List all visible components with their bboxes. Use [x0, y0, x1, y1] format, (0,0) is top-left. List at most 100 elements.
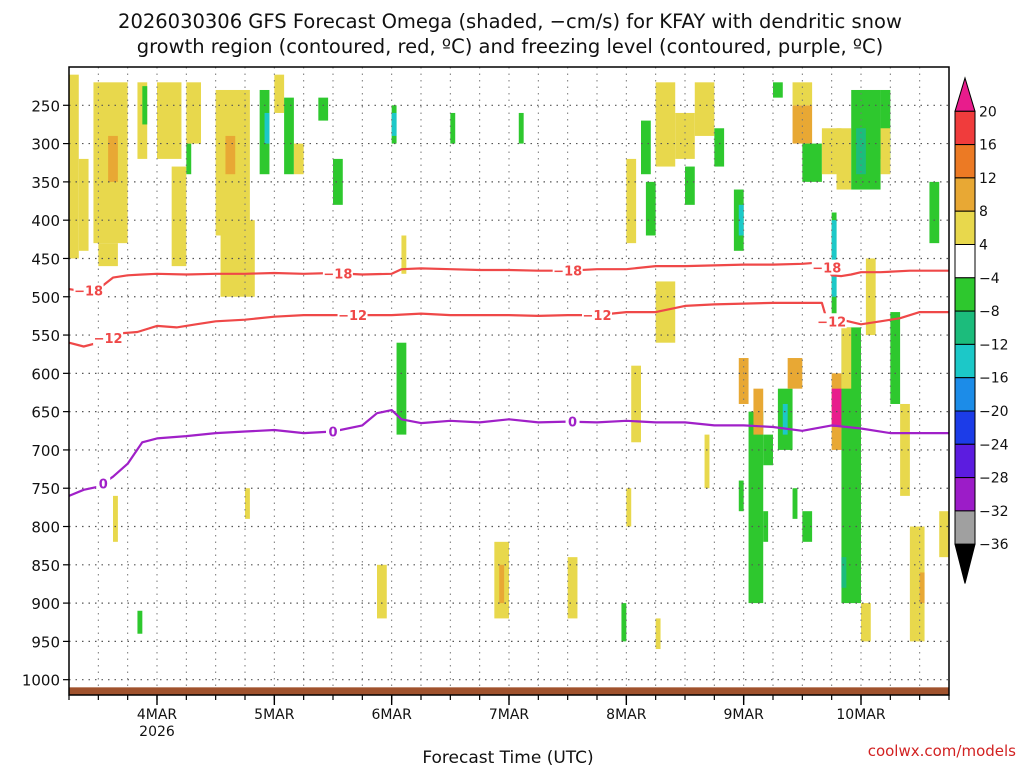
colorbar-segment: [954, 244, 976, 279]
ground-surface: [69, 687, 949, 695]
omega-cell: [108, 135, 118, 182]
contour-line: [68, 409, 949, 497]
omega-cell: [685, 166, 695, 205]
colorbar-label: −12: [979, 337, 1009, 353]
omega-cell: [831, 220, 837, 297]
omega-cell: [518, 112, 524, 144]
colorbar-segment: [954, 443, 976, 479]
omega-cell: [704, 434, 710, 489]
colorbar-segment: [954, 477, 976, 512]
y-tick-label: 1000: [22, 672, 60, 690]
omega-cell: [861, 603, 871, 642]
colorbar-segment: [954, 410, 976, 445]
omega-cell: [890, 312, 901, 404]
y-tick-label: 850: [31, 557, 60, 575]
omega-cell: [880, 128, 891, 175]
colorbar-label: −16: [979, 371, 1009, 387]
omega-cell: [621, 603, 627, 642]
colorbar-segment: [954, 310, 976, 345]
omega-cell: [929, 181, 940, 244]
omega-cell: [831, 388, 842, 427]
contour-label-bg: [816, 313, 847, 329]
omega-cell: [919, 572, 925, 604]
omega-cell: [714, 128, 725, 167]
x-tick-label: 7MAR: [489, 707, 530, 723]
x-tick-label: 8MAR: [606, 707, 647, 723]
contour-label-bg: [582, 307, 612, 323]
colorbar-segment: [954, 277, 976, 312]
omega-cell: [900, 403, 910, 496]
y-tick-label: 600: [31, 365, 60, 383]
omega-cell: [186, 82, 201, 144]
omega-cell: [773, 82, 783, 98]
x-tick-label: 9MAR: [724, 707, 765, 723]
omega-cell: [284, 97, 294, 175]
omega-cell: [245, 488, 250, 519]
omega-cell: [450, 112, 456, 144]
contour-label: −18: [74, 285, 103, 300]
y-axis: 250 300 350 400 450 500 550 600 650 700 750 800 850 9…: [22, 97, 69, 690]
omega-cell: [391, 112, 397, 136]
omega-cell: [909, 526, 925, 642]
omega-cell: [836, 128, 852, 190]
contour-label-bg: [322, 265, 353, 281]
contour-label: −18: [553, 265, 582, 280]
omega-cell: [792, 488, 798, 519]
omega-cell: [641, 120, 651, 175]
colorbar-label: 12: [979, 171, 997, 187]
x-tick-label: 5MAR: [254, 707, 295, 723]
y-tick-label: 350: [31, 174, 60, 192]
omega-cell: [142, 86, 148, 125]
omega-cell: [865, 258, 876, 336]
colorbar-segment: [954, 377, 976, 412]
plot-area: −18 −18 −18 −18 −12 −12 −12 −12 0 0 0 250 300 350 400 4…: [22, 66, 950, 740]
omega-cell: [567, 557, 578, 619]
omega-cell: [401, 235, 407, 274]
colorbar-segment: [954, 177, 976, 212]
omega-cell: [98, 243, 118, 267]
contour-label-bg: [326, 423, 340, 439]
contour-dgz-minus12: −12 −12 −12 −12: [68, 301, 949, 348]
y-tick-label: 800: [31, 519, 60, 537]
x-axis-title: Forecast Time (UTC): [422, 748, 593, 768]
omega-cell: [186, 143, 192, 175]
contour-label: −12: [817, 315, 846, 330]
contour-label: −12: [94, 332, 123, 347]
colorbar: 20 16 12 8 4 −4 −8 −12 −16 −20 −24 −28 −32 −36: [954, 76, 1009, 584]
omega-cell: [645, 181, 656, 236]
colorbar-segment: [954, 343, 976, 379]
contour-label-bg: [96, 475, 111, 491]
y-tick-label: 250: [31, 97, 60, 115]
omega-cell: [626, 488, 632, 527]
colorbar-label: −28: [979, 471, 1009, 487]
omega-cell: [792, 105, 813, 144]
colorbar-label: −8: [979, 304, 1000, 320]
omega-cell: [841, 327, 861, 604]
omega-cell: [655, 82, 676, 167]
contour-label: −18: [812, 262, 841, 277]
x-tick-label: 6MAR: [372, 707, 413, 723]
colorbar-label: 20: [979, 104, 997, 120]
y-tick-label: 450: [31, 250, 60, 268]
omega-cell: [264, 112, 270, 144]
omega-cell: [748, 411, 764, 604]
y-tick-label: 550: [31, 327, 60, 345]
omega-shading: [69, 74, 949, 650]
colorbar-segment: [954, 510, 976, 545]
contour-label-bg: [552, 262, 583, 278]
omega-cell: [137, 610, 143, 634]
contour-label: 0: [568, 416, 577, 431]
contour-label: −18: [323, 267, 352, 282]
omega-cell: [171, 166, 187, 267]
omega-cell: [841, 327, 852, 389]
omega-cell: [856, 128, 866, 175]
colorbar-label: 16: [979, 138, 997, 154]
contour-dgz-minus18: −18 −18 −18 −18: [68, 259, 949, 300]
y-tick-label: 300: [31, 136, 60, 154]
contour-label: −12: [338, 309, 367, 324]
omega-cell: [841, 557, 847, 588]
y-tick-label: 950: [31, 633, 60, 651]
omega-cell: [377, 564, 387, 619]
